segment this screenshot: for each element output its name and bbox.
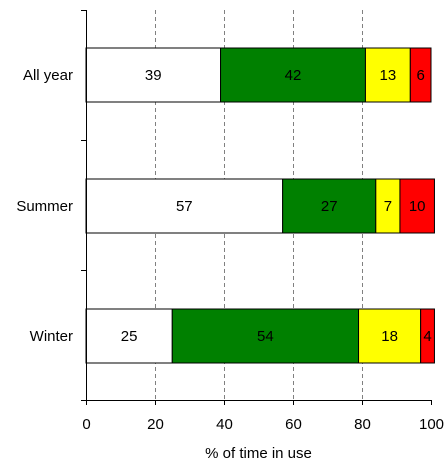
bar-segment-2-2	[282, 178, 377, 234]
axes	[81, 10, 432, 405]
category-label-2: Summer	[16, 198, 73, 215]
category-label-1: All year	[23, 67, 73, 84]
category-label-3: Winter	[30, 328, 73, 345]
data-label-2-3: 7	[384, 198, 392, 215]
x-axis-title: % of time in use	[205, 445, 312, 462]
data-label-2-4: 10	[409, 198, 426, 215]
bar-segment-1-2	[220, 47, 366, 103]
x-tick-label-0: 0	[82, 416, 90, 433]
x-tick-label-80: 80	[354, 416, 371, 433]
bar-segment-3-2	[171, 308, 360, 364]
data-label-1-3: 13	[380, 67, 397, 84]
bar-segment-1-3	[364, 47, 411, 103]
bar-segment-2-4	[399, 178, 435, 234]
bar-segment-3-3	[358, 308, 422, 364]
data-label-3-1: 25	[121, 328, 138, 345]
data-label-2-2: 27	[321, 198, 338, 215]
labels: 39 42 13 6 All year 57 27 7 10 Summer 25 54 18 4 Winte…	[16, 67, 444, 433]
data-label-1-4: 6	[416, 67, 424, 84]
data-label-3-3: 18	[381, 328, 398, 345]
data-label-1-2: 42	[285, 67, 302, 84]
bar-segment-3-4	[420, 308, 435, 364]
bar-segment-1-4	[409, 47, 432, 103]
bar-segment-2-3	[375, 178, 401, 234]
x-tick-label-100: 100	[419, 416, 444, 433]
bar-segment-1-1	[85, 47, 222, 103]
data-label-1-1: 39	[145, 67, 162, 84]
data-label-3-2: 54	[257, 328, 274, 345]
x-tick-label-20: 20	[147, 416, 164, 433]
bar-segment-3-1	[85, 308, 173, 364]
x-tick-label-60: 60	[285, 416, 302, 433]
bars	[85, 47, 435, 364]
data-label-2-1: 57	[176, 198, 193, 215]
x-tick-label-40: 40	[216, 416, 233, 433]
data-label-3-4: 4	[423, 328, 431, 345]
